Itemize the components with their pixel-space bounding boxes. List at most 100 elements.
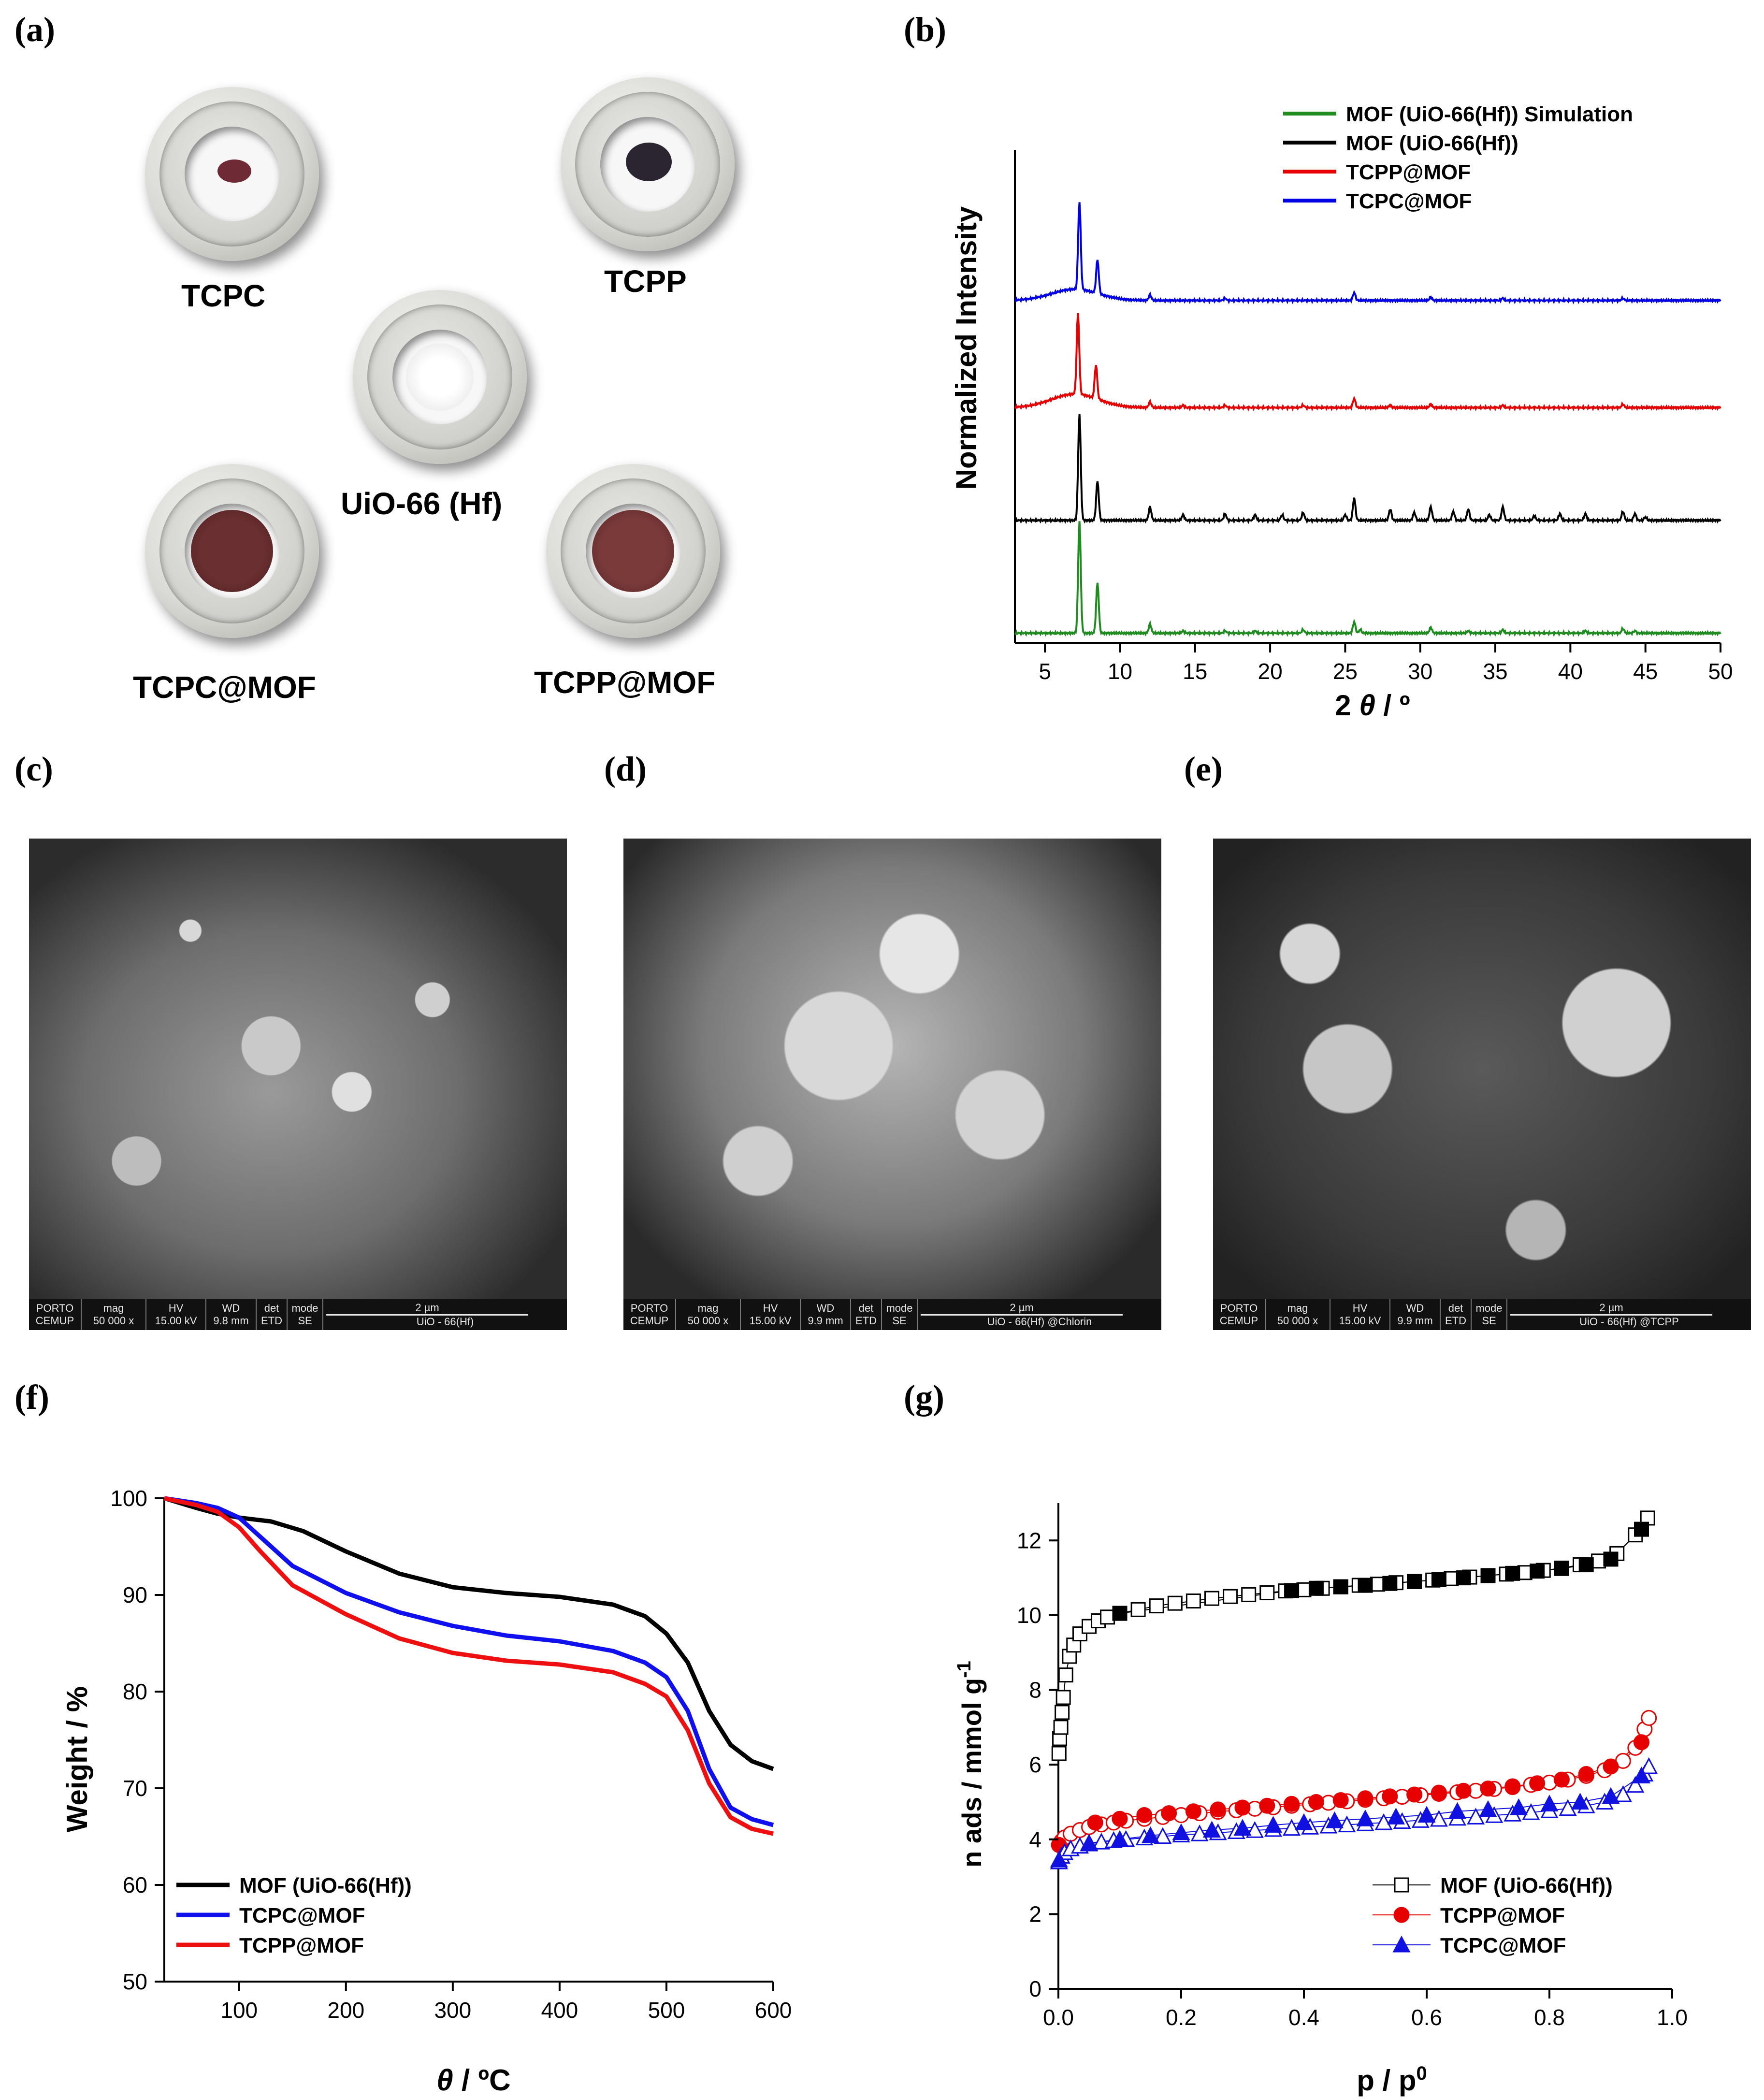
data-point — [1161, 1805, 1177, 1822]
data-point — [1136, 1807, 1153, 1824]
data-point — [1172, 1823, 1190, 1840]
data-point — [1333, 1579, 1348, 1594]
x-tick-label: 500 — [648, 1998, 685, 2023]
data-point — [1283, 1819, 1301, 1836]
data-point — [1406, 1786, 1423, 1803]
sample-label-tcpc: TCPC — [181, 278, 266, 313]
y-tick-label: 80 — [123, 1679, 147, 1704]
data-point — [1591, 1553, 1606, 1569]
sem-sample-name: UiO - 66(Hf) @TCPP — [1579, 1315, 1679, 1328]
data-point — [1370, 1577, 1385, 1592]
x-tick-label: 200 — [327, 1998, 364, 2023]
data-point — [1530, 1564, 1545, 1579]
sample-powder — [191, 510, 273, 592]
legend-label: MOF (UiO-66(Hf)) — [1440, 1874, 1613, 1897]
panel-f-label: (f) — [14, 1378, 49, 1417]
data-point — [1504, 1778, 1521, 1795]
data-point — [1374, 1813, 1393, 1830]
y-tick-label: 10 — [1017, 1603, 1041, 1628]
data-point — [1154, 1827, 1172, 1844]
data-point — [1234, 1799, 1251, 1816]
data-point — [1142, 1826, 1159, 1843]
data-point — [1382, 1576, 1398, 1591]
data-point — [1092, 1832, 1111, 1850]
panel-g-label: (g) — [904, 1378, 944, 1417]
adsorption-line — [1058, 1518, 1648, 1754]
data-point — [1407, 1574, 1422, 1589]
sample-powder — [406, 343, 474, 411]
data-point — [1203, 1821, 1221, 1838]
legend-label: MOF (UiO-66(Hf)) — [1346, 131, 1518, 155]
sem-image-uio66-chlorin: PORTO CEMUP mag 50 000 x HV 15.00 kV WD 9.9 … — [623, 839, 1161, 1330]
x-tick-label: 30 — [1408, 659, 1432, 684]
xrd-series-line — [1014, 202, 1721, 304]
xrd-series-line — [1014, 313, 1721, 412]
data-point — [1505, 1565, 1520, 1581]
data-point — [1357, 1790, 1374, 1807]
data-point — [1186, 1593, 1201, 1609]
x-tick-label: 15 — [1183, 659, 1207, 684]
data-point — [1055, 1705, 1070, 1720]
x-tick-label: 300 — [434, 1998, 471, 2023]
data-point — [1051, 1746, 1067, 1761]
data-point — [1393, 1907, 1410, 1923]
data-point — [1392, 1935, 1411, 1953]
y-axis-label: Normalized Intensity — [950, 206, 983, 490]
sample-dish-tcpc — [145, 87, 319, 261]
sample-label-tcpc-mof: TCPC@MOF — [133, 670, 316, 705]
data-point — [1455, 1782, 1472, 1799]
x-tick-label: 100 — [220, 1998, 258, 2023]
legend-label: TCPC@MOF — [1440, 1934, 1566, 1957]
y-tick-label: 70 — [123, 1776, 147, 1801]
xrd-series-line — [1014, 414, 1721, 524]
data-point — [1394, 1877, 1409, 1893]
sem-info-bar: PORTO CEMUP mag 50 000 x HV 15.00 kV WD 9.8 … — [29, 1299, 567, 1330]
data-point — [1264, 1816, 1282, 1833]
data-point — [1241, 1587, 1257, 1602]
data-point — [1510, 1798, 1528, 1815]
sample-dish-tcpp-mof — [546, 464, 720, 638]
legend-label: TCPC@MOF — [239, 1904, 365, 1927]
data-point — [1602, 1787, 1620, 1804]
data-point — [1603, 1758, 1619, 1775]
sem-info-bar: PORTO CEMUP mag 50 000 x HV 15.00 kV WD 9.9 … — [1213, 1299, 1751, 1330]
legend-label: TCPP@MOF — [239, 1934, 364, 1957]
data-point — [1554, 1561, 1569, 1576]
data-point — [1614, 1785, 1632, 1802]
data-point — [1480, 1781, 1496, 1797]
y-tick-label: 2 — [1029, 1901, 1041, 1926]
sample-label-tcpp-mof: TCPP@MOF — [534, 665, 716, 700]
data-point — [1387, 1808, 1405, 1825]
y-tick-label: 90 — [123, 1582, 147, 1608]
sample-powder — [626, 143, 672, 181]
data-point — [1529, 1775, 1546, 1792]
isotherm-chart: 0.0 0.2 0.4 0.6 0.8 1.0 0 2 4 6 8 10 12 MOF (UiO-66(… — [954, 1503, 1688, 2097]
legend-label: TCPC@MOF — [1346, 189, 1472, 213]
sample-powder — [217, 159, 251, 183]
sem-scalebar: 2 µm — [921, 1302, 1123, 1316]
x-tick-label: 5 — [1039, 659, 1051, 684]
data-point — [1358, 1578, 1373, 1593]
data-point — [1080, 1834, 1098, 1851]
x-tick-label: 0.4 — [1288, 2005, 1319, 2030]
x-tick-label: 600 — [755, 1998, 792, 2023]
x-tick-label: 20 — [1258, 659, 1282, 684]
data-point — [1517, 1565, 1533, 1580]
panel-c-label: (c) — [14, 750, 53, 788]
sem-sample-name: UiO - 66(Hf) @Chlorin — [987, 1315, 1092, 1328]
sem-info-bar: PORTO CEMUP mag 50 000 x HV 15.00 kV WD 9.9 … — [623, 1299, 1161, 1330]
data-point — [1111, 1830, 1129, 1847]
panel-a-label: (a) — [14, 10, 55, 49]
y-tick-label: 60 — [123, 1872, 147, 1897]
data-point — [1204, 1591, 1219, 1606]
data-point — [1578, 1766, 1594, 1782]
data-point — [1223, 1589, 1238, 1604]
y-tick-label: 4 — [1029, 1827, 1041, 1852]
data-point — [1356, 1810, 1374, 1826]
data-point — [1087, 1814, 1103, 1831]
sample-dish-tcpp — [561, 77, 735, 251]
data-point — [1626, 1776, 1645, 1793]
panel-e-label: (e) — [1184, 750, 1223, 788]
legend-label: MOF (UiO-66(Hf)) Simulation — [1346, 102, 1633, 126]
data-point — [1479, 1800, 1497, 1817]
